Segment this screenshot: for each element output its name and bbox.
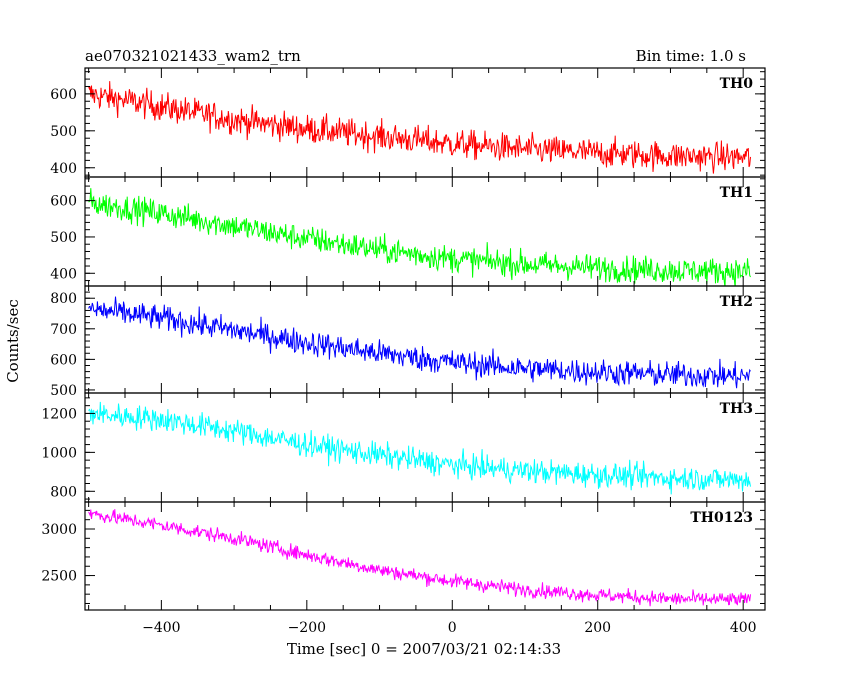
y-tick-label: 500 bbox=[50, 383, 77, 399]
x-tick-label: 0 bbox=[448, 620, 457, 636]
x-tick-label: 400 bbox=[730, 620, 757, 636]
panel-th0: 400 500 600 TH0 bbox=[50, 67, 766, 178]
series-line-th1 bbox=[88, 188, 751, 286]
y-axis-label: Counts/sec bbox=[4, 299, 22, 383]
y-tick-label: 500 bbox=[50, 124, 77, 140]
chart-title: ae070321021433_wam2_trn bbox=[85, 47, 301, 65]
x-axis-label: Time [sec] 0 = 2007/03/21 02:14:33 bbox=[287, 640, 561, 658]
series-line-th0123 bbox=[88, 509, 751, 607]
panels-layer: 400 500 600 TH0 400 500 600 TH1 500 600 700 800 TH2 8… bbox=[41, 67, 766, 636]
panel-th3: 800 1000 1200 TH3 bbox=[41, 392, 766, 503]
y-tick-label: 500 bbox=[50, 230, 77, 246]
x-tick-label: −200 bbox=[288, 620, 326, 636]
y-tick-label: 2500 bbox=[41, 569, 77, 585]
bin-time-label: Bin time: 1.0 s bbox=[636, 47, 746, 65]
y-tick-label: 700 bbox=[50, 322, 77, 338]
y-tick-label: 400 bbox=[50, 161, 77, 177]
panel-label-th2: TH2 bbox=[720, 294, 753, 310]
y-tick-label: 3000 bbox=[41, 522, 77, 538]
y-tick-label: 600 bbox=[50, 194, 77, 210]
y-tick-label: 1200 bbox=[41, 406, 77, 422]
panel-frame bbox=[84, 501, 766, 611]
panel-th2: 500 600 700 800 TH2 bbox=[50, 285, 766, 399]
panel-label-th0: TH0 bbox=[720, 76, 754, 92]
y-tick-label: 400 bbox=[50, 266, 77, 282]
y-tick-label: 600 bbox=[50, 87, 77, 103]
y-tick-label: 800 bbox=[50, 291, 77, 307]
panel-label-th3: TH3 bbox=[720, 401, 753, 417]
y-tick-label: 800 bbox=[50, 484, 77, 500]
series-line-th3 bbox=[88, 401, 751, 495]
y-tick-label: 1000 bbox=[41, 445, 77, 461]
x-tick-label: 200 bbox=[584, 620, 611, 636]
panel-th1: 400 500 600 TH1 bbox=[50, 176, 766, 287]
y-tick-label: 600 bbox=[50, 352, 77, 368]
panel-label-th1: TH1 bbox=[720, 185, 753, 201]
series-line-th2 bbox=[88, 296, 751, 389]
x-tick-label: −400 bbox=[142, 620, 180, 636]
panel-label-th0123: TH0123 bbox=[690, 510, 753, 526]
series-line-th0 bbox=[88, 81, 751, 174]
panel-th0123: 2500 3000 TH0123 bbox=[41, 501, 766, 611]
